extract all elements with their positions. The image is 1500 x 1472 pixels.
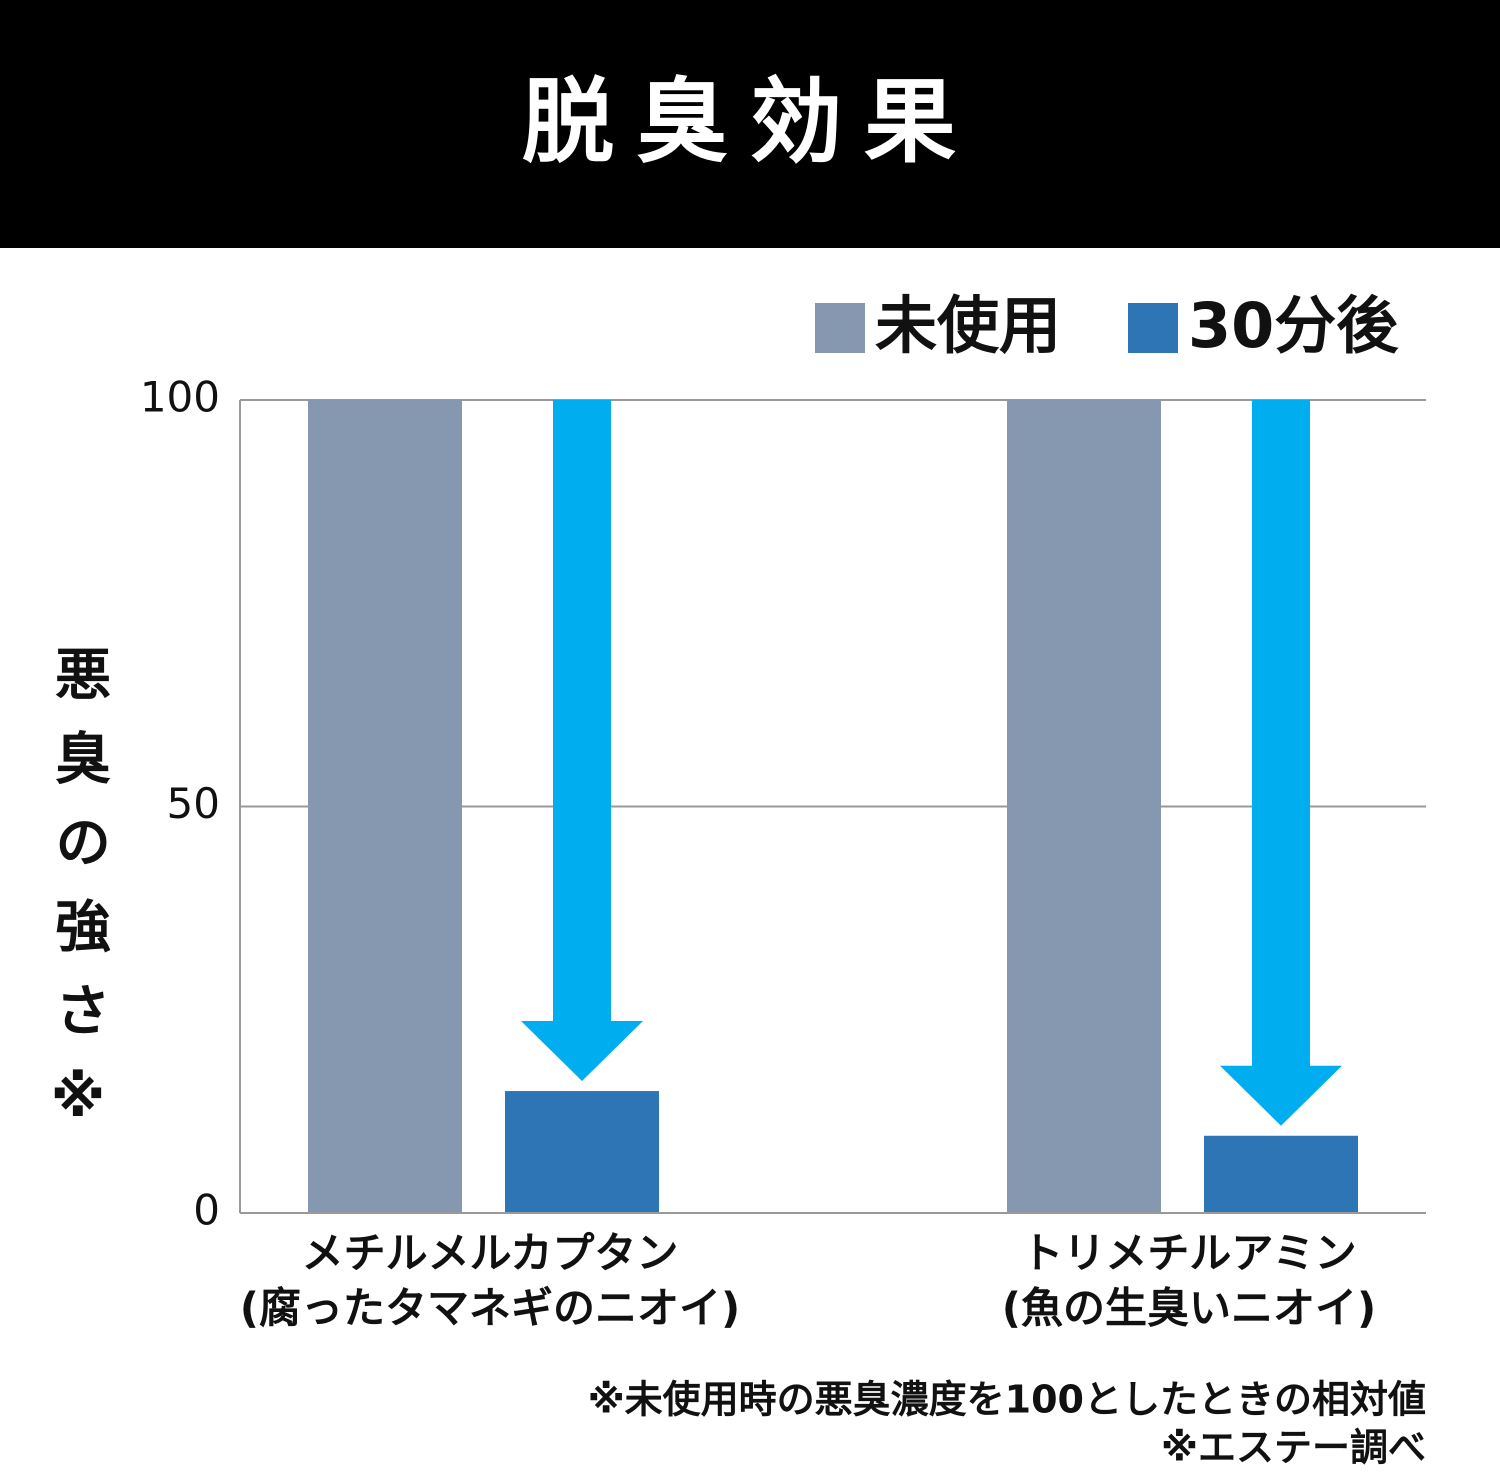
x-tick-label: トリメチルアミン <box>1021 1229 1356 1278</box>
bar <box>308 400 462 1213</box>
reduction-arrow <box>1220 400 1342 1126</box>
x-tick-label: メチルメルカプタン <box>302 1229 679 1278</box>
header-band <box>0 0 1500 248</box>
bar <box>1007 400 1161 1213</box>
reduction-arrow <box>521 400 643 1082</box>
y-tick-label: 0 <box>193 1186 220 1235</box>
bar <box>505 1091 659 1213</box>
legend-swatch <box>1128 303 1178 353</box>
legend-label: 30分後 <box>1188 289 1399 362</box>
chart-title: 脱臭効果 <box>522 68 978 175</box>
legend-swatch <box>815 303 865 353</box>
y-axis-label: 悪臭の強さ※ <box>46 645 111 1158</box>
x-tick-label: (腐ったタマネギのニオイ) <box>240 1284 740 1333</box>
x-tick-label: (魚の生臭いニオイ) <box>1002 1284 1376 1333</box>
bar <box>1204 1135 1358 1213</box>
footnote: ※未使用時の悪臭濃度を100としたときの相対値 <box>588 1378 1426 1422</box>
y-tick-label: 100 <box>140 373 220 422</box>
footnote: ※エステー調べ <box>1161 1426 1426 1470</box>
y-tick-label: 50 <box>167 779 220 828</box>
legend-label: 未使用 <box>875 289 1061 362</box>
